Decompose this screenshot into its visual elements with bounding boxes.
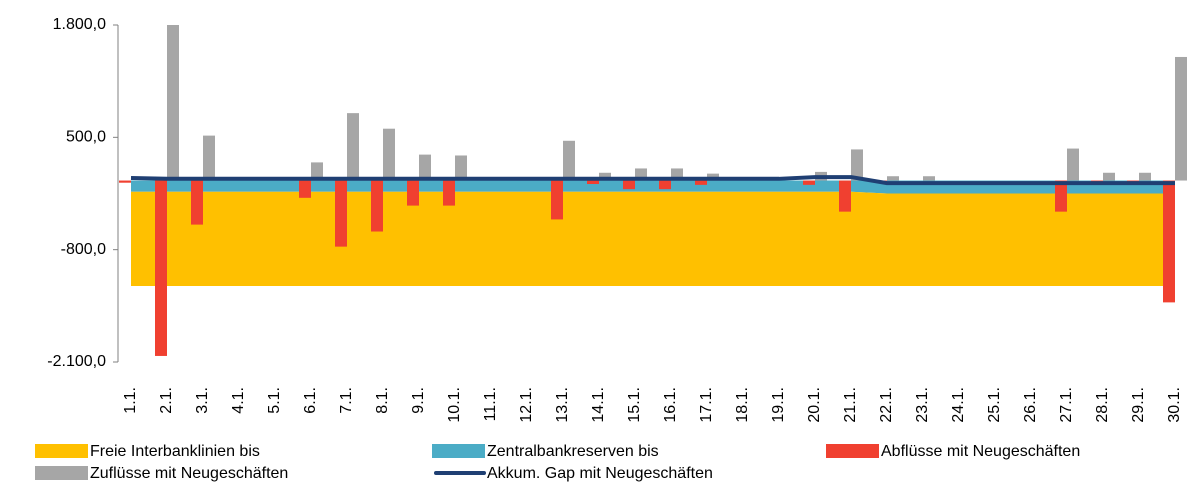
x-tick-label: 12.1. xyxy=(518,387,535,423)
x-tick-label: 20.1. xyxy=(806,387,823,423)
x-tick-label: 8.1. xyxy=(374,387,391,414)
x-tick-label: 2.1. xyxy=(158,387,175,414)
x-tick-label: 21.1. xyxy=(842,387,859,423)
bar xyxy=(851,149,863,181)
x-tick-label: 1.1. xyxy=(122,387,139,414)
bar xyxy=(191,180,203,225)
x-tick-label: 17.1. xyxy=(698,387,715,423)
x-tick-label: 22.1. xyxy=(878,387,895,423)
legend-label: Abflüsse mit Neugeschäften xyxy=(881,443,1080,460)
legend-swatch xyxy=(35,444,88,458)
x-tick-label: 25.1. xyxy=(986,387,1003,423)
bar xyxy=(419,154,431,181)
legend-swatch xyxy=(432,444,485,458)
bar xyxy=(455,155,467,181)
x-tick-label: 5.1. xyxy=(266,387,283,414)
x-tick-label: 9.1. xyxy=(410,387,427,414)
bar xyxy=(1163,180,1175,303)
bar xyxy=(563,140,575,181)
x-tick-label: 26.1. xyxy=(1022,387,1039,423)
x-tick-label: 28.1. xyxy=(1094,387,1111,423)
bar xyxy=(803,180,815,185)
bar xyxy=(923,176,935,181)
bar xyxy=(587,180,599,184)
legend-label: Akkum. Gap mit Neugeschäften xyxy=(487,465,713,482)
bar xyxy=(371,180,383,232)
bar xyxy=(1103,172,1115,181)
bar xyxy=(119,180,131,183)
x-tick-label: 13.1. xyxy=(554,387,571,423)
x-tick-label: 18.1. xyxy=(734,387,751,423)
legend-label: Zuflüsse mit Neugeschäften xyxy=(90,465,288,482)
y-tick-label: -800,0 xyxy=(61,241,106,258)
bar xyxy=(443,180,455,206)
x-tick-label: 6.1. xyxy=(302,387,319,414)
area xyxy=(131,191,1175,286)
x-tick-label: 15.1. xyxy=(626,387,643,423)
legend-swatch xyxy=(35,466,88,480)
x-tick-label: 23.1. xyxy=(914,387,931,423)
bar xyxy=(407,180,419,206)
x-tick-label: 30.1. xyxy=(1166,387,1183,423)
bar xyxy=(335,180,347,247)
x-tick-label: 24.1. xyxy=(950,387,967,423)
x-tick-label: 10.1. xyxy=(446,387,463,423)
x-tick-label: 27.1. xyxy=(1058,387,1075,423)
x-tick-label: 19.1. xyxy=(770,387,787,423)
bar xyxy=(299,180,311,198)
bar xyxy=(311,162,323,181)
x-tick-label: 3.1. xyxy=(194,387,211,414)
bar xyxy=(623,180,635,190)
bar xyxy=(887,176,899,181)
x-tick-label: 14.1. xyxy=(590,387,607,423)
y-tick-label: 1.800,0 xyxy=(53,16,106,33)
bar xyxy=(1139,172,1151,181)
bar xyxy=(383,128,395,181)
x-tick-label: 29.1. xyxy=(1130,387,1147,423)
bar xyxy=(347,113,359,181)
x-tick-label: 4.1. xyxy=(230,387,247,414)
y-tick-label: -2.100,0 xyxy=(47,353,106,370)
bar xyxy=(203,135,215,181)
bar xyxy=(155,180,167,356)
bar xyxy=(551,180,563,220)
bar xyxy=(1055,180,1067,212)
x-tick-label: 16.1. xyxy=(662,387,679,423)
bar xyxy=(1175,56,1187,181)
legend-label: Zentralbankreserven bis xyxy=(487,443,659,460)
legend-swatch xyxy=(826,444,879,458)
bar xyxy=(1067,148,1079,181)
legend-label: Freie Interbanklinien bis xyxy=(90,443,260,460)
bar xyxy=(659,180,671,190)
x-tick-label: 7.1. xyxy=(338,387,355,414)
line xyxy=(130,175,1175,186)
bar xyxy=(167,25,179,181)
bar xyxy=(599,172,611,181)
x-tick-label: 11.1. xyxy=(482,387,499,421)
y-tick-label: 500,0 xyxy=(66,129,106,146)
bar xyxy=(695,180,707,185)
bar xyxy=(839,180,851,212)
